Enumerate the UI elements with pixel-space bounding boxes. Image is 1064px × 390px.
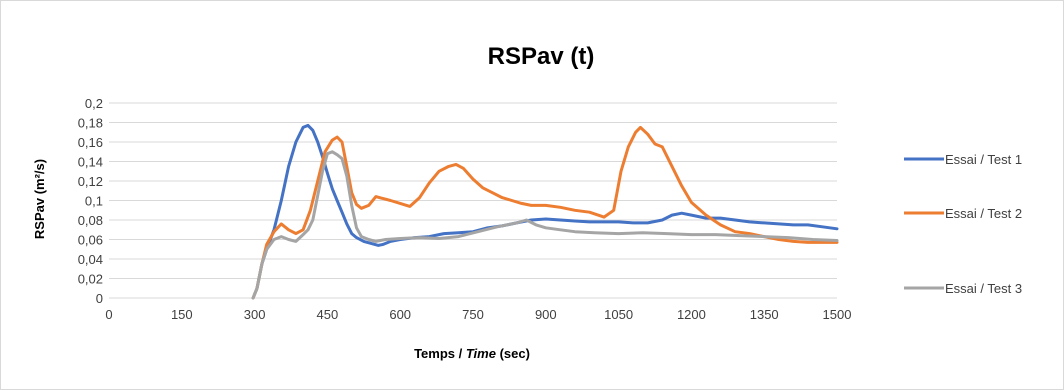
x-tick-label: 0: [105, 307, 112, 322]
x-axis-ticks: 0 150 300 450 600 750 900 1050 1200 1350 1500: [105, 307, 851, 322]
y-tick-label: 0,14: [78, 155, 103, 170]
y-tick-label: 0,1: [85, 194, 103, 209]
y-tick-label: 0,02: [78, 272, 103, 287]
x-tick-label: 1200: [677, 307, 706, 322]
chart-grid: [109, 102, 837, 299]
chart-legend: Essai / Test 1 Essai / Test 2 Essai / Test…: [904, 152, 1022, 296]
y-tick-label: 0,06: [78, 233, 103, 248]
x-tick-label: 1050: [604, 307, 633, 322]
y-tick-label: 0,2: [85, 96, 103, 111]
x-tick-label: 750: [462, 307, 484, 322]
x-tick-label: 900: [535, 307, 557, 322]
series-line-2: [251, 125, 839, 300]
chart-series: [251, 123, 839, 300]
x-tick-label: 1350: [750, 307, 779, 322]
x-tick-label: 1500: [823, 307, 852, 322]
y-tick-label: 0,18: [78, 116, 103, 131]
x-axis-label: Temps / Time (sec): [414, 346, 530, 361]
y-tick-label: 0,12: [78, 174, 103, 189]
x-tick-label: 450: [317, 307, 339, 322]
x-tick-label: 300: [244, 307, 266, 322]
y-tick-label: 0,08: [78, 213, 103, 228]
y-tick-label: 0: [96, 291, 103, 306]
y-axis-ticks: 0 0,02 0,04 0,06 0,08 0,1 0,12 0,14 0,16 0,18 0,2: [78, 96, 103, 306]
x-tick-label: 150: [171, 307, 193, 322]
y-tick-label: 0,04: [78, 252, 103, 267]
series-line-1: [251, 123, 839, 300]
legend-label-1: Essai / Test 1: [945, 152, 1022, 167]
y-tick-label: 0,16: [78, 135, 103, 150]
chart-title: RSPav (t): [488, 43, 595, 70]
y-axis-label: RSPav (m²/s): [32, 159, 47, 239]
series-line-3: [251, 150, 839, 300]
legend-label-2: Essai / Test 2: [945, 206, 1022, 221]
legend-label-3: Essai / Test 3: [945, 281, 1022, 296]
x-tick-label: 600: [389, 307, 411, 322]
